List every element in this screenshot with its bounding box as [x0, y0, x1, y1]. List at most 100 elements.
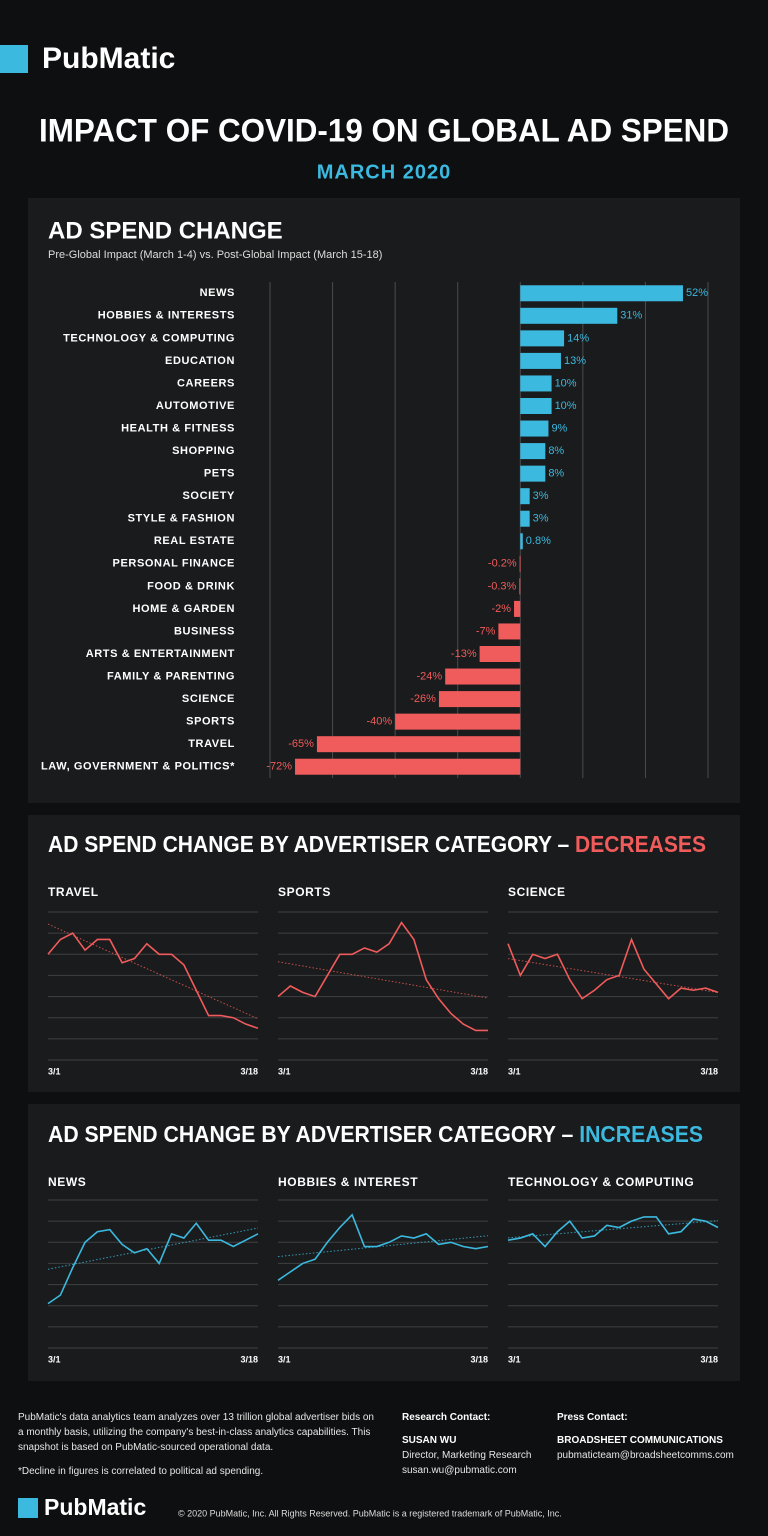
x-tick-label: 3/18 — [240, 1066, 258, 1076]
value-label: 31% — [620, 310, 642, 322]
chart-title: HOBBIES & INTEREST — [278, 1175, 418, 1189]
x-tick-label: 3/18 — [700, 1066, 718, 1076]
copyright: © 2020 PubMatic, Inc. All Rights Reserve… — [178, 1508, 562, 1518]
bar — [438, 691, 521, 708]
bar — [520, 465, 546, 482]
category-label: HOBBIES & INTERESTS — [98, 310, 235, 322]
value-label: -0.3% — [488, 580, 517, 592]
press-contact: Press Contact: BROADSHEET COMMUNICATIONS… — [557, 1410, 757, 1463]
category-label: SPORTS — [186, 716, 235, 728]
category-label: PERSONAL FINANCE — [113, 558, 235, 570]
value-label: -2% — [491, 603, 511, 615]
contact-heading: Press Contact: — [557, 1412, 628, 1423]
contact-heading: Research Contact: — [402, 1412, 491, 1423]
value-label: -26% — [410, 693, 436, 705]
bar — [479, 646, 521, 662]
value-label: 13% — [564, 355, 586, 367]
bar — [514, 600, 521, 617]
value-label: 14% — [567, 332, 589, 344]
category-label: ARTS & ENTERTAINMENT — [86, 648, 235, 660]
bar — [520, 375, 552, 392]
bar — [520, 488, 530, 505]
chart-title: NEWS — [48, 1175, 86, 1189]
section-highlight: INCREASES — [579, 1121, 703, 1147]
trend-line — [277, 1235, 489, 1258]
logo-mark — [0, 45, 28, 73]
bar — [520, 352, 561, 369]
bar — [520, 533, 523, 550]
value-label: -13% — [451, 648, 477, 660]
category-label: LAW, GOVERNMENT & POLITICS* — [41, 761, 235, 773]
category-label: TRAVEL — [188, 738, 235, 750]
line — [47, 1221, 259, 1305]
x-tick-label: 3/1 — [508, 1066, 521, 1076]
category-label: SOCIETY — [183, 490, 236, 502]
category-label: EDUCATION — [165, 355, 235, 367]
research-contact: Research Contact: SUSAN WU Director, Mar… — [402, 1410, 552, 1478]
value-label: 10% — [555, 400, 577, 412]
section-title-text: AD SPEND CHANGE BY ADVERTISER CATEGORY – — [48, 831, 569, 857]
footer-note: *Decline in figures is correlated to pol… — [18, 1466, 264, 1477]
trend-line — [507, 958, 719, 994]
page-subtitle: MARCH 2020 — [317, 161, 451, 183]
section-title: AD SPEND CHANGE BY ADVERTISER CATEGORY –… — [48, 1121, 703, 1147]
logo-mark — [18, 1498, 38, 1518]
x-tick-label: 3/18 — [700, 1354, 718, 1364]
category-label: HEALTH & FITNESS — [121, 422, 235, 434]
bar — [520, 510, 530, 527]
category-label: HOME & GARDEN — [132, 603, 235, 615]
contact-name: BROADSHEET COMMUNICATIONS — [557, 1435, 723, 1446]
bar — [520, 398, 552, 414]
category-label: AUTOMOTIVE — [156, 400, 235, 412]
trend-line — [47, 1227, 259, 1270]
category-label: SHOPPING — [172, 445, 235, 457]
line — [277, 921, 488, 1032]
x-tick-label: 3/1 — [508, 1354, 521, 1364]
value-label: 10% — [555, 377, 577, 389]
footer-brand: PubMatic — [44, 1494, 146, 1520]
category-label: NEWS — [200, 287, 235, 299]
contact-email: susan.wu@pubmatic.com — [402, 1465, 517, 1476]
value-label: -7% — [476, 625, 496, 637]
bar — [520, 330, 565, 347]
x-tick-label: 3/18 — [470, 1066, 488, 1076]
category-label: PETS — [204, 468, 235, 480]
value-label: -72% — [266, 761, 292, 773]
line — [277, 1213, 489, 1282]
chart-title: TECHNOLOGY & COMPUTING — [508, 1175, 694, 1189]
value-label: 3% — [533, 490, 549, 502]
value-label: 8% — [548, 445, 564, 457]
category-label: STYLE & FASHION — [128, 513, 235, 525]
bar — [519, 578, 521, 595]
line — [507, 1216, 719, 1248]
x-tick-label: 3/18 — [240, 1354, 258, 1364]
bar — [295, 758, 521, 775]
panel — [28, 815, 740, 1092]
value-label: 0.8% — [526, 535, 551, 547]
section-title: AD SPEND CHANGE BY ADVERTISER CATEGORY –… — [48, 831, 706, 857]
chart-title: TRAVEL — [48, 885, 99, 899]
x-tick-label: 3/1 — [48, 1066, 61, 1076]
line — [47, 932, 259, 1030]
category-label: FOOD & DRINK — [147, 580, 235, 592]
chart-subtitle: Pre-Global Impact (March 1-4) vs. Post-G… — [48, 249, 382, 261]
value-label: 52% — [686, 287, 708, 299]
category-label: CAREERS — [177, 377, 235, 389]
category-label: BUSINESS — [174, 625, 235, 637]
bar — [519, 555, 521, 572]
category-label: FAMILY & PARENTING — [107, 670, 235, 682]
footer-about: PubMatic's data analytics team analyzes … — [18, 1412, 374, 1453]
bar — [520, 443, 546, 460]
category-label: REAL ESTATE — [154, 535, 235, 547]
chart-title: SPORTS — [278, 885, 331, 899]
line — [507, 937, 719, 1000]
bar — [316, 736, 521, 753]
contact-email: pubmaticteam@broadsheetcomms.com — [557, 1450, 734, 1461]
category-label: SCIENCE — [182, 693, 235, 705]
x-tick-label: 3/1 — [278, 1066, 291, 1076]
contact-name: SUSAN WU — [402, 1435, 457, 1446]
x-tick-label: 3/1 — [48, 1354, 61, 1364]
value-label: 3% — [533, 513, 549, 525]
trend-line — [277, 961, 489, 999]
